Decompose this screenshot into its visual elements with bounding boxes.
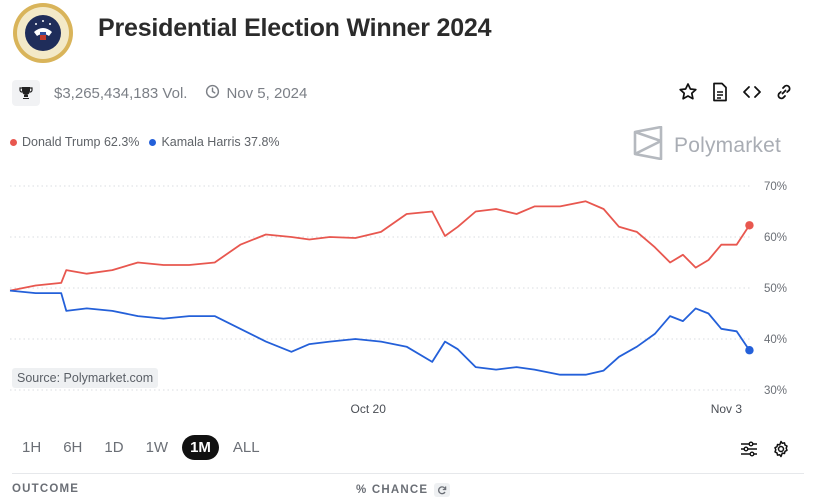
legend-label-harris: Kamala Harris 37.8% (161, 135, 279, 149)
legend-dot-harris (149, 139, 156, 146)
series-line-harris (10, 291, 749, 375)
y-tick-label: 40% (764, 334, 787, 346)
y-tick-label: 30% (764, 385, 787, 397)
market-actions (678, 82, 794, 102)
end-point-trump (745, 221, 753, 229)
y-tick-label: 70% (764, 181, 787, 193)
time-range-1d[interactable]: 1D (96, 435, 131, 460)
price-chart[interactable]: 70% 60% 50% 40% 30% Oct 20 Nov 3 (0, 160, 816, 430)
page-title: Presidential Election Winner 2024 (98, 14, 491, 43)
y-tick-label: 50% (764, 283, 787, 295)
document-icon[interactable] (710, 82, 730, 102)
time-range-1w[interactable]: 1W (138, 435, 177, 460)
time-range-all[interactable]: ALL (225, 435, 268, 460)
chart-tools (740, 440, 790, 458)
time-range-6h[interactable]: 6H (55, 435, 90, 460)
end-date-text: Nov 5, 2024 (226, 85, 307, 102)
star-icon[interactable] (678, 82, 698, 102)
sliders-icon[interactable] (740, 440, 758, 458)
series-line-trump (10, 201, 749, 290)
source-label: Source: Polymarket.com (12, 368, 158, 388)
brand-name: Polymarket (674, 134, 781, 158)
time-range-1m[interactable]: 1M (182, 435, 219, 460)
legend-item-harris: Kamala Harris 37.8% (149, 135, 279, 149)
gear-icon[interactable] (772, 440, 790, 458)
trophy-icon[interactable] (12, 80, 40, 106)
y-tick-label: 60% (764, 232, 787, 244)
outcome-column-header: OUTCOME (12, 483, 79, 495)
presidential-seal-icon (12, 2, 74, 64)
end-point-harris (745, 346, 753, 354)
time-range-1h[interactable]: 1H (14, 435, 49, 460)
x-tick-label: Nov 3 (711, 402, 743, 416)
legend-dot-trump (10, 139, 17, 146)
volume-text: $3,265,434,183 Vol. (54, 85, 187, 102)
clock-icon (205, 84, 220, 103)
link-icon[interactable] (774, 82, 794, 102)
chart-legend: Donald Trump 62.3% Kamala Harris 37.8% (10, 135, 290, 149)
divider (12, 473, 804, 474)
legend-item-trump: Donald Trump 62.3% (10, 135, 139, 149)
code-icon[interactable] (742, 82, 762, 102)
market-meta: $3,265,434,183 Vol. Nov 5, 2024 (12, 80, 307, 106)
legend-label-trump: Donald Trump 62.3% (22, 135, 139, 149)
x-tick-label: Oct 20 (351, 402, 387, 416)
chance-column-label: % CHANCE (356, 484, 428, 496)
